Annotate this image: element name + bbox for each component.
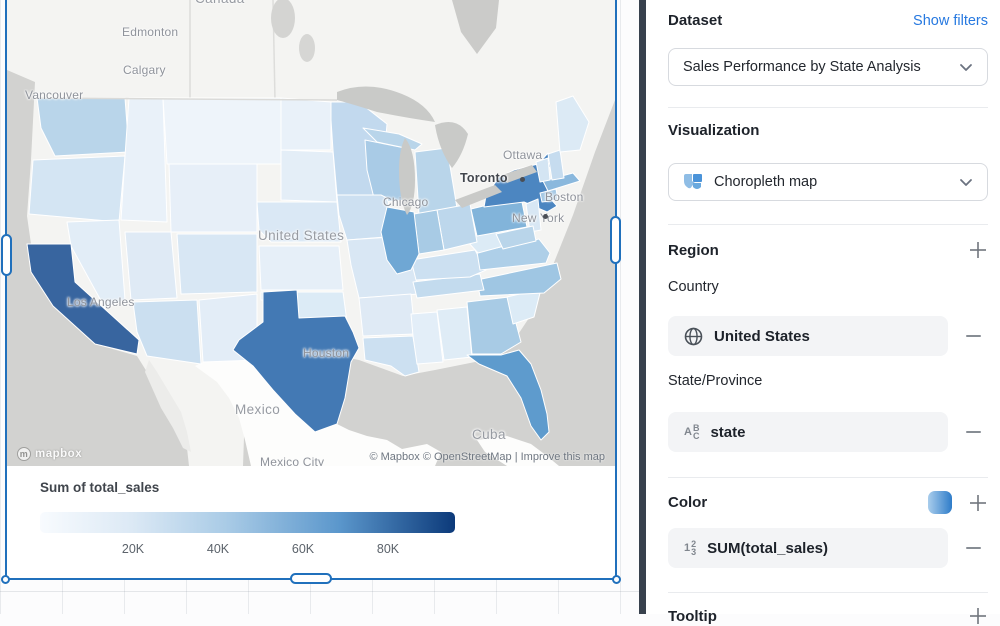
visualization-select[interactable]: Choropleth map <box>668 163 988 201</box>
config-panel: Dataset Show filters Sales Performance b… <box>646 0 1000 625</box>
remove-color-field-button[interactable] <box>964 539 982 557</box>
choropleth-map[interactable]: Canada Edmonton Calgary Vancouver Ottawa… <box>7 0 615 466</box>
show-filters-link[interactable]: Show filters <box>913 12 988 29</box>
map-base <box>7 0 615 466</box>
state-field-label: State/Province <box>668 373 763 389</box>
remove-country-button[interactable] <box>964 327 982 345</box>
add-color-button[interactable] <box>968 493 988 513</box>
new-york-marker-dot <box>543 214 548 219</box>
chevron-down-icon <box>960 63 972 71</box>
remove-state-button[interactable] <box>964 423 982 441</box>
add-region-button[interactable] <box>968 240 988 260</box>
resize-handle-right-middle[interactable] <box>610 216 621 264</box>
resize-handle-bottom-center[interactable] <box>290 573 332 584</box>
mapbox-logo-icon: m <box>17 447 31 461</box>
chevron-down-icon <box>960 178 972 186</box>
panel-divider[interactable] <box>639 0 646 614</box>
resize-handle-bottom-right[interactable] <box>612 575 621 584</box>
globe-icon <box>684 327 703 345</box>
resize-handle-bottom-left[interactable] <box>1 575 10 584</box>
country-field-value: United States <box>714 327 810 345</box>
state-field-value: state <box>710 423 746 441</box>
add-tooltip-button[interactable] <box>968 606 988 626</box>
region-section-label: Region <box>668 241 719 259</box>
legend-ticks: 20K 40K 60K 80K <box>40 542 470 560</box>
resize-handle-left-middle[interactable] <box>1 234 12 276</box>
mapbox-logo-text: mapbox <box>35 448 83 460</box>
dataset-select[interactable]: Sales Performance by State Analysis <box>668 48 988 86</box>
toronto-marker-dot <box>520 177 525 182</box>
legend-tick: 80K <box>376 542 400 556</box>
color-scale-swatch[interactable] <box>928 491 952 514</box>
map-attribution[interactable]: © Mapbox © OpenStreetMap | Improve this … <box>369 451 605 463</box>
dataset-select-value: Sales Performance by State Analysis <box>683 59 921 75</box>
choropleth-map-icon <box>684 173 702 189</box>
legend-tick: 60K <box>291 542 315 556</box>
legend-tick: 20K <box>121 542 145 556</box>
color-section-label: Color <box>668 494 708 511</box>
color-field-value: SUM(total_sales) <box>707 539 829 557</box>
map-widget[interactable]: Canada Edmonton Calgary Vancouver Ottawa… <box>1 0 621 584</box>
mapbox-logo[interactable]: m mapbox <box>17 447 82 461</box>
legend-tick: 40K <box>206 542 230 556</box>
country-field-pill[interactable]: United States <box>668 316 948 356</box>
us-states <box>26 95 590 441</box>
visualization-section-label: Visualization <box>668 122 760 139</box>
legend-title: Sum of total_sales <box>40 480 160 495</box>
country-field-label: Country <box>668 279 719 295</box>
map-legend: Sum of total_sales 20K 40K 60K 80K <box>40 480 470 560</box>
dataset-section-label: Dataset <box>668 12 723 29</box>
legend-gradient-bar <box>40 512 455 533</box>
visualization-select-value: Choropleth map <box>714 174 818 190</box>
tooltip-section-label: Tooltip <box>668 607 717 625</box>
